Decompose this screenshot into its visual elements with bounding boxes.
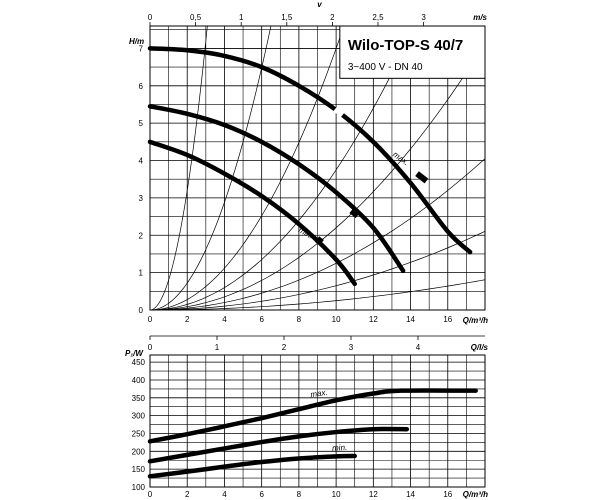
flow-ls-tick-label: 4 [416,343,421,352]
system-curve [149,25,272,311]
head-panel: max.min. Wilo-TOP-S 40/7 3~400 V - DN 40… [129,0,489,352]
chart-title: Wilo-TOP-S 40/7 [348,37,463,54]
power-x-axis-label: Q/m³/h [463,490,488,499]
power-y-axis-label: P₁/W [125,349,144,358]
power-plot-frame [149,354,486,488]
head-y-tick-label: 2 [139,231,144,240]
power-y-tick-label: 100 [132,483,146,492]
velocity-tick-label: 1,5 [281,13,293,22]
head-x-tick-label: 6 [259,315,264,324]
head-x-tick-label: 10 [332,315,341,324]
head-y-tick-label: 4 [139,157,144,166]
power-max-label: max. [310,388,328,399]
head-x-tick-label: 12 [369,315,378,324]
head-curve-2 [147,139,357,287]
velocity-axis-label: v [317,0,322,9]
velocity-tick-label: 1 [239,13,244,22]
power-y-tick-label: 200 [132,447,146,456]
velocity-tick-label: 3 [421,13,426,22]
head-x-tick-label: 4 [222,315,227,324]
head-x-tick-label: 2 [185,315,190,324]
head-y-tick-label: 3 [139,194,144,203]
power-curve-2 [147,453,357,479]
power-x-tick-label: 0 [148,490,153,499]
head-y-axis-label: H/m [129,37,144,46]
head-curve-0 [147,46,473,255]
head-y-tick-label: 5 [139,119,144,128]
velocity-tick-label: 0,5 [190,13,202,22]
head-y-tick-label: 6 [139,82,144,91]
chart-subtitle: 3~400 V - DN 40 [348,62,423,73]
power-tick-labels: 100 150 200 250 300 350 400 450 0 2 4 6 8 10 12 14 16 [132,358,453,499]
power-x-tick-label: 16 [443,490,452,499]
min-setting-marker [314,236,324,246]
head-curve-1 [147,104,406,274]
power-x-tick-label: 12 [369,490,378,499]
head-x-tick-label: 0 [148,315,153,324]
power-y-tick-label: 150 [132,465,146,474]
head-x-tick-label: 8 [297,315,302,324]
mid-setting-marker [349,207,361,219]
head-y-tick-label: 1 [139,269,144,278]
flow-ls-tick-label: 0 [148,343,153,352]
head-plot-frame [149,25,486,311]
title-box [339,25,486,79]
velocity-tick-label: 2,5 [372,13,384,22]
power-x-tick-label: 14 [406,490,415,499]
head-y-tick-label: 7 [139,44,144,53]
head-y-tick-label: 0 [139,306,144,315]
power-y-tick-label: 400 [132,376,146,385]
velocity-axis-unit: m/s [473,13,487,22]
head-x-tick-label: 14 [406,315,415,324]
power-x-tick-label: 6 [259,490,264,499]
head-x-tick-label: 16 [443,315,452,324]
system-curve [149,25,416,311]
max-curve-gap [333,106,345,118]
flow-ls-tick-label: 1 [215,343,220,352]
power-x-tick-label: 8 [297,490,302,499]
power-min-label: min. [332,443,348,453]
power-grid [150,355,485,487]
power-curve-1 [147,426,410,464]
power-y-tick-label: 300 [132,412,146,421]
power-x-tick-label: 2 [185,490,190,499]
velocity-tick-label: 0 [148,13,153,22]
power-y-tick-label: 450 [132,358,146,367]
power-y-tick-label: 250 [132,429,146,438]
power-curves: max. min. [147,388,478,479]
flow-ls-axis-label: Q/l/s [471,343,489,352]
max-setting-marker [415,171,429,184]
flow-ls-tick-label: 3 [349,343,354,352]
power-x-tick-label: 4 [222,490,227,499]
power-curve-0 [147,388,478,444]
system-curve [149,25,345,311]
system-curve [149,25,208,311]
power-x-tick-label: 10 [332,490,341,499]
head-x-axis-label: Q/m³/h [463,316,488,325]
head-curves: max.min. [147,46,473,287]
system-curve [149,230,486,311]
flow-ls-tick-label: 2 [282,343,287,352]
velocity-tick-label: 2 [330,13,335,22]
power-y-tick-label: 350 [132,394,146,403]
system-curve [149,279,486,311]
